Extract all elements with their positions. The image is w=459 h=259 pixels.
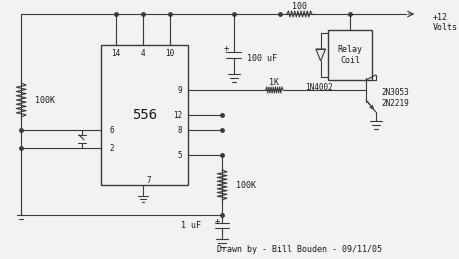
Text: 2: 2	[109, 143, 113, 153]
Text: +: +	[214, 217, 220, 226]
Text: 7: 7	[146, 176, 151, 184]
Text: 12: 12	[173, 111, 182, 119]
Text: Drawn by - Bill Bouden - 09/11/05: Drawn by - Bill Bouden - 09/11/05	[217, 246, 381, 255]
Text: 100: 100	[291, 2, 306, 11]
Text: Relay
Coil: Relay Coil	[337, 45, 362, 65]
Text: 100K: 100K	[35, 96, 55, 104]
Text: 4: 4	[140, 48, 145, 57]
Text: +12
Volts: +12 Volts	[432, 13, 457, 32]
Text: 8: 8	[178, 126, 182, 134]
Text: 1 uF: 1 uF	[180, 220, 201, 229]
Text: 9: 9	[178, 85, 182, 95]
Text: 1K: 1K	[269, 77, 279, 87]
Text: 100 uF: 100 uF	[247, 54, 277, 62]
Text: 2N3053
2N2219: 2N3053 2N2219	[381, 88, 409, 108]
Text: +: +	[223, 44, 229, 53]
Text: 556: 556	[132, 108, 157, 122]
Text: 6: 6	[109, 126, 113, 134]
Text: 100K: 100K	[235, 181, 255, 190]
Bar	[101, 45, 188, 185]
Text: 10: 10	[165, 48, 174, 57]
Bar	[328, 30, 371, 80]
Text: 5: 5	[178, 150, 182, 160]
Text: 14: 14	[111, 48, 120, 57]
Text: 1N4002: 1N4002	[304, 83, 332, 91]
